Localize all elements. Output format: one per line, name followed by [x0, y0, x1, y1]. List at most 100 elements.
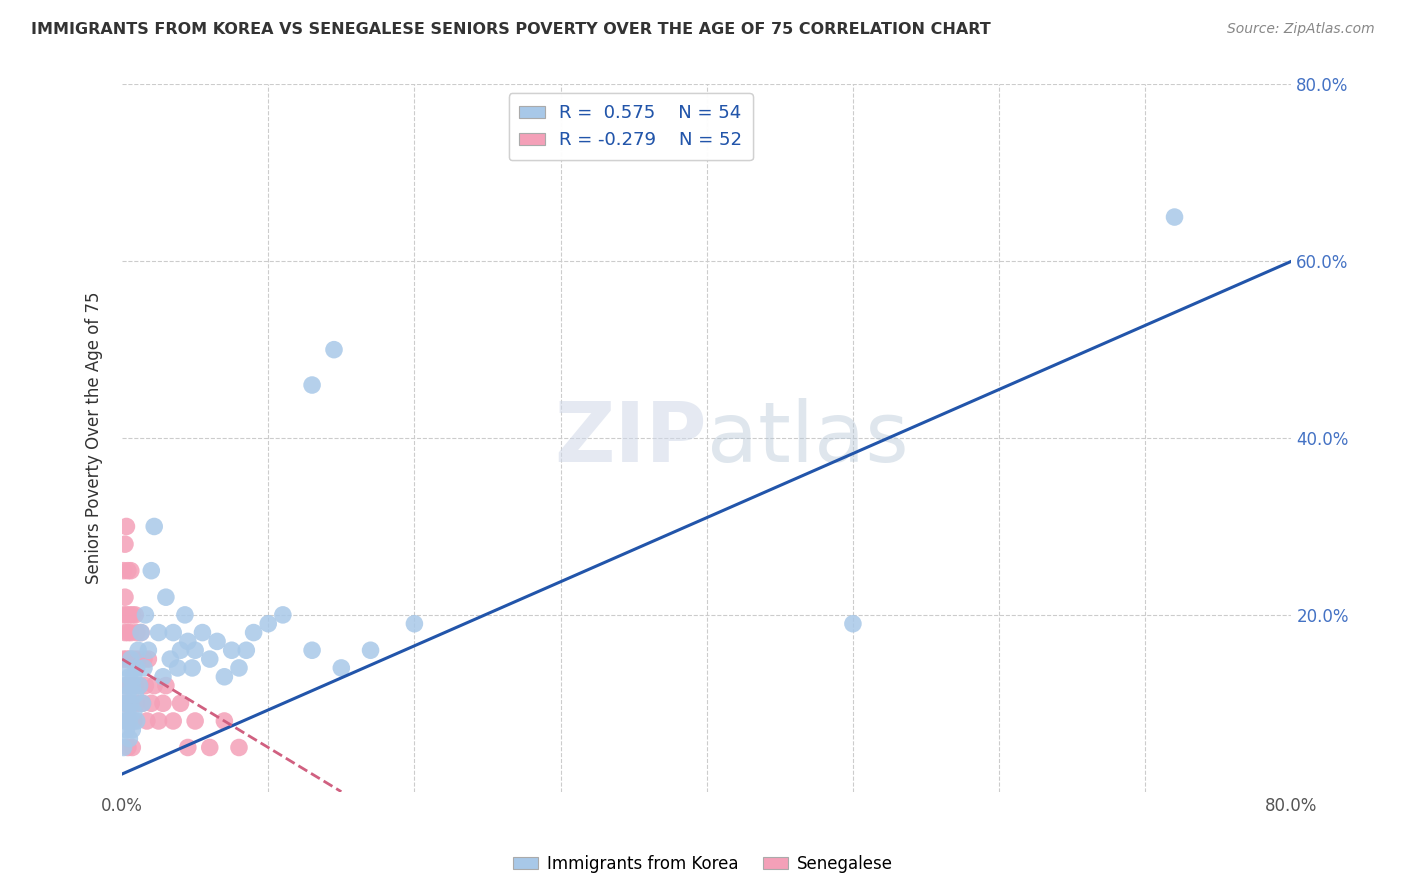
Point: [135, 714, 157, 728]
Legend: Immigrants from Korea, Senegalese: Immigrants from Korea, Senegalese: [506, 848, 900, 880]
Point: [143, 519, 166, 533]
Point: [125, 625, 148, 640]
Text: ZIP: ZIP: [554, 398, 707, 479]
Point: [271, 607, 294, 622]
Point: [120, 564, 142, 578]
Point: [114, 591, 136, 605]
Point: [124, 679, 146, 693]
Point: [117, 688, 139, 702]
Point: [120, 652, 142, 666]
Point: [162, 625, 184, 640]
Point: [131, 696, 153, 710]
Text: IMMIGRANTS FROM KOREA VS SENEGALESE SENIORS POVERTY OVER THE AGE OF 75 CORRELATI: IMMIGRANTS FROM KOREA VS SENEGALESE SENI…: [31, 22, 991, 37]
Point: [118, 714, 141, 728]
Point: [148, 714, 170, 728]
Point: [169, 643, 191, 657]
Point: [257, 616, 280, 631]
Point: [125, 661, 148, 675]
Point: [181, 661, 204, 675]
Point: [134, 607, 156, 622]
Point: [138, 643, 160, 657]
Point: [117, 696, 139, 710]
Point: [155, 679, 177, 693]
Point: [120, 696, 142, 710]
Point: [112, 652, 135, 666]
Point: [115, 519, 138, 533]
Point: [198, 740, 221, 755]
Point: [125, 696, 148, 710]
Point: [112, 607, 135, 622]
Point: [122, 714, 145, 728]
Point: [117, 625, 139, 640]
Point: [115, 607, 138, 622]
Point: [177, 634, 200, 648]
Point: [122, 705, 145, 719]
Point: [148, 625, 170, 640]
Point: [118, 679, 141, 693]
Point: [120, 625, 142, 640]
Point: [301, 378, 323, 392]
Point: [191, 625, 214, 640]
Y-axis label: Seniors Poverty Over the Age of 75: Seniors Poverty Over the Age of 75: [86, 292, 103, 584]
Point: [114, 679, 136, 693]
Point: [118, 607, 141, 622]
Point: [169, 696, 191, 710]
Point: [152, 670, 174, 684]
Point: [121, 740, 143, 755]
Point: [184, 643, 207, 657]
Text: Source: ZipAtlas.com: Source: ZipAtlas.com: [1227, 22, 1375, 37]
Point: [143, 679, 166, 693]
Point: [128, 679, 150, 693]
Point: [138, 652, 160, 666]
Point: [115, 652, 138, 666]
Point: [129, 625, 152, 640]
Point: [125, 714, 148, 728]
Point: [166, 661, 188, 675]
Point: [214, 670, 236, 684]
Point: [162, 714, 184, 728]
Point: [118, 714, 141, 728]
Point: [155, 591, 177, 605]
Point: [242, 625, 264, 640]
Point: [118, 652, 141, 666]
Point: [134, 679, 156, 693]
Point: [121, 723, 143, 737]
Point: [323, 343, 346, 357]
Point: [129, 625, 152, 640]
Point: [198, 652, 221, 666]
Point: [404, 616, 426, 631]
Point: [114, 714, 136, 728]
Point: [301, 643, 323, 657]
Point: [221, 643, 243, 657]
Point: [1163, 210, 1185, 224]
Point: [117, 705, 139, 719]
Point: [121, 679, 143, 693]
Point: [121, 679, 143, 693]
Point: [132, 661, 155, 675]
Legend: R =  0.575    N = 54, R = -0.279    N = 52: R = 0.575 N = 54, R = -0.279 N = 52: [509, 94, 754, 161]
Point: [112, 564, 135, 578]
Point: [115, 714, 138, 728]
Point: [141, 696, 163, 710]
Point: [128, 679, 150, 693]
Point: [118, 731, 141, 746]
Point: [842, 616, 865, 631]
Point: [114, 625, 136, 640]
Point: [152, 696, 174, 710]
Point: [114, 537, 136, 551]
Point: [214, 714, 236, 728]
Point: [120, 696, 142, 710]
Point: [330, 661, 353, 675]
Point: [127, 643, 149, 657]
Point: [141, 564, 163, 578]
Point: [118, 670, 141, 684]
Text: atlas: atlas: [707, 398, 908, 479]
Point: [124, 607, 146, 622]
Point: [121, 607, 143, 622]
Point: [184, 714, 207, 728]
Point: [132, 652, 155, 666]
Point: [115, 723, 138, 737]
Point: [228, 740, 250, 755]
Point: [112, 740, 135, 755]
Point: [228, 661, 250, 675]
